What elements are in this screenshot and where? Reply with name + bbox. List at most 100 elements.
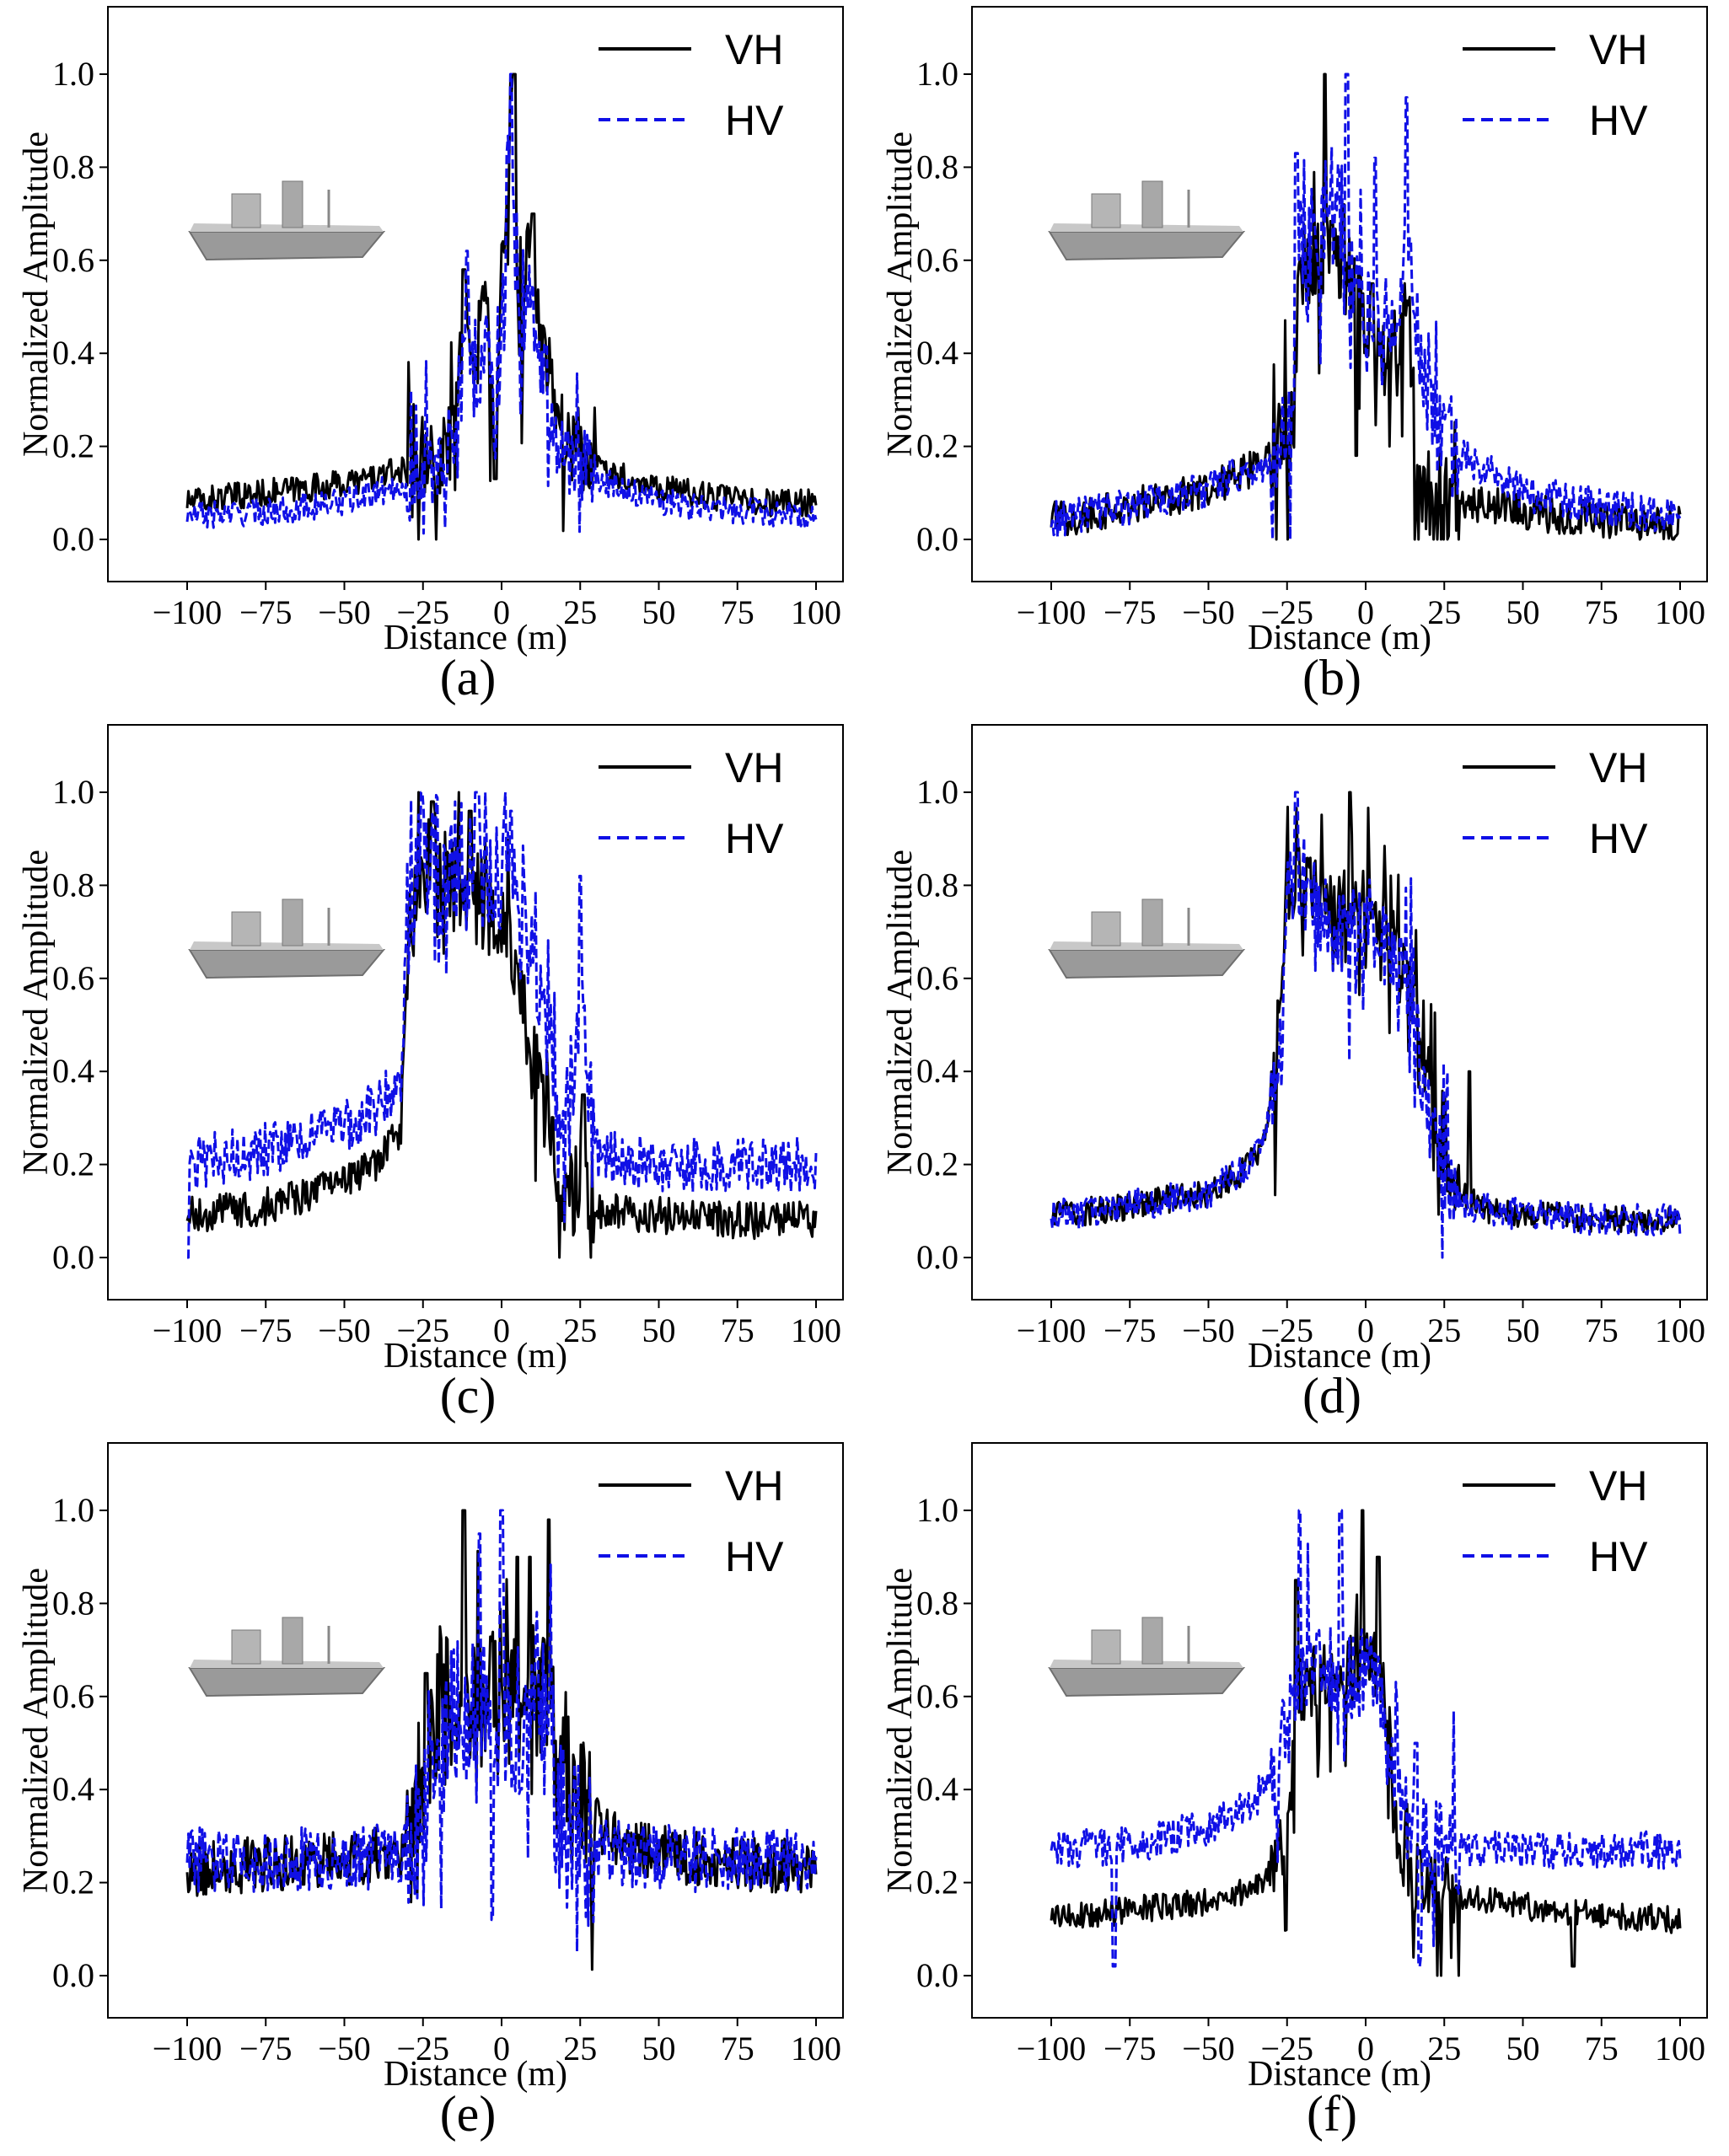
legend-label-vh: VH <box>725 744 783 791</box>
axes-frame <box>971 724 1708 1301</box>
x-tick-label: 25 <box>1427 2030 1461 2068</box>
legend-label-vh: VH <box>725 26 783 73</box>
series-line-hv <box>1050 1509 1682 1968</box>
y-tick-label: 0.0 <box>52 1956 94 1994</box>
x-tick-label: 50 <box>642 2030 676 2068</box>
x-tick-label: 50 <box>642 1311 676 1349</box>
panel-caption-b: (b) <box>1302 650 1361 705</box>
axes-frame <box>107 724 844 1301</box>
x-tick-label: 0 <box>493 1311 510 1349</box>
y-tick-label: 0.2 <box>916 1145 958 1183</box>
panel-caption-a: (a) <box>439 650 497 705</box>
y-tick-label: 0.6 <box>916 959 958 997</box>
y-tick-label: 0.0 <box>52 1238 94 1276</box>
barge-icon <box>188 1617 386 1697</box>
x-tick-label: 0 <box>1357 1311 1374 1349</box>
x-tick-label: 25 <box>1427 593 1461 631</box>
y-tick-label: 0.8 <box>52 866 94 904</box>
y-tick-label: 0.4 <box>916 334 958 372</box>
chart-svg-e: −100 −75 −50 −25 0 25 50 75 100 0.0 0.2 0.4 0.6 0.8 1.… <box>17 1442 844 2094</box>
y-tick-label: 0.0 <box>52 520 94 558</box>
x-tick-label: 75 <box>1585 2030 1619 2068</box>
chart-panel-e: −100 −75 −50 −25 0 25 50 75 100 0.0 0.2 0.4 0.6 0.8 1.… <box>0 1436 864 2154</box>
y-axis-title: Normalized Amplitude <box>17 850 56 1175</box>
x-tick-label: −100 <box>1017 2030 1087 2068</box>
legend-label-vh: VH <box>725 1462 783 1510</box>
x-tick-label: −25 <box>396 2030 449 2068</box>
series-line-hv <box>185 1509 818 1953</box>
y-tick-label: 0.8 <box>916 866 958 904</box>
x-tick-label: 100 <box>1655 1311 1705 1349</box>
chart-svg-d: −100 −75 −50 −25 0 25 50 75 100 0.0 0.2 0.4 0.6 0.8 1.… <box>881 724 1708 1376</box>
series-line-vh <box>185 791 818 1259</box>
y-axis-title: Normalized Amplitude <box>881 131 920 457</box>
x-tick-label: −50 <box>318 2030 371 2068</box>
y-tick-label: 0.6 <box>52 1677 94 1715</box>
x-tick-label: 100 <box>791 1311 841 1349</box>
y-tick-label: 1.0 <box>916 55 958 93</box>
y-tick-label: 0.2 <box>916 427 958 465</box>
chart-svg-b: −100 −75 −50 −25 0 25 50 75 100 0.0 0.2 0.4 0.6 0.8 1.… <box>881 6 1708 657</box>
y-tick-label: 0.2 <box>916 1864 958 1901</box>
x-tick-label: −100 <box>1017 593 1087 631</box>
frigate-icon <box>188 180 386 261</box>
x-tick-label: −25 <box>1260 1311 1313 1349</box>
x-axis-title: Distance (m) <box>384 619 567 657</box>
fishing-vessel-icon <box>188 898 386 979</box>
chart-panel-f: −100 −75 −50 −25 0 25 50 75 100 0.0 0.2 0.4 0.6 0.8 1.… <box>864 1436 1728 2154</box>
series-line-hv <box>1050 791 1682 1259</box>
x-tick-label: −50 <box>1182 2030 1235 2068</box>
chart-svg-a: −100 −75 −50 −25 0 25 50 75 100 0.0 0.2 0.4 0.6 0.8 1.… <box>17 6 844 657</box>
x-tick-label: 50 <box>642 593 676 631</box>
cargo-ship-icon <box>1048 898 1246 979</box>
y-axis-title: Normalized Amplitude <box>881 850 920 1175</box>
x-tick-label: 50 <box>1506 2030 1540 2068</box>
legend-label-hv: HV <box>725 1533 784 1580</box>
series-line-hv <box>1050 72 1682 541</box>
x-axis-title: Distance (m) <box>1248 1337 1431 1376</box>
offshore-vessel-icon <box>1048 1617 1246 1697</box>
y-tick-label: 1.0 <box>52 1491 94 1529</box>
series-line-hv <box>185 72 818 535</box>
x-tick-label: −50 <box>1182 593 1235 631</box>
x-tick-label: 25 <box>1427 1311 1461 1349</box>
series-line-vh <box>185 72 818 541</box>
axes-frame <box>107 1442 844 2019</box>
chart-panel-d: −100 −75 −50 −25 0 25 50 75 100 0.0 0.2 0.4 0.6 0.8 1.… <box>864 718 1728 1436</box>
x-tick-label: −100 <box>1017 1311 1087 1349</box>
x-tick-label: 25 <box>563 593 597 631</box>
legend-label-vh: VH <box>1589 26 1647 73</box>
legend-label-hv: HV <box>1589 1533 1648 1580</box>
chart-panel-a: −100 −75 −50 −25 0 25 50 75 100 0.0 0.2 0.4 0.6 0.8 1.… <box>0 0 864 718</box>
x-tick-label: 75 <box>721 1311 754 1349</box>
x-tick-label: 25 <box>563 2030 597 2068</box>
x-tick-label: −50 <box>318 1311 371 1349</box>
panel-caption-c: (c) <box>439 1368 497 1424</box>
series-line-vh <box>1050 1509 1682 1977</box>
x-tick-label: −75 <box>1103 1311 1157 1349</box>
x-tick-label: −100 <box>153 593 223 631</box>
x-tick-label: −75 <box>239 593 293 631</box>
panel-caption-e: (e) <box>439 2086 497 2142</box>
y-axis-title: Normalized Amplitude <box>17 131 56 457</box>
chart-panel-c: −100 −75 −50 −25 0 25 50 75 100 0.0 0.2 0.4 0.6 0.8 1.… <box>0 718 864 1436</box>
y-tick-label: 0.8 <box>52 1584 94 1622</box>
chart-svg-c: −100 −75 −50 −25 0 25 50 75 100 0.0 0.2 0.4 0.6 0.8 1.… <box>17 724 844 1376</box>
y-tick-label: 0.0 <box>916 1238 958 1276</box>
destroyer-icon <box>1048 180 1246 261</box>
x-tick-label: 75 <box>721 593 754 631</box>
x-tick-label: 50 <box>1506 1311 1540 1349</box>
y-tick-label: 0.6 <box>52 959 94 997</box>
x-tick-label: −100 <box>153 1311 223 1349</box>
y-tick-label: 0.0 <box>916 1956 958 1994</box>
y-tick-label: 0.4 <box>52 1052 94 1090</box>
y-tick-label: 0.0 <box>916 520 958 558</box>
x-axis-title: Distance (m) <box>384 2055 567 2094</box>
y-tick-label: 0.4 <box>916 1052 958 1090</box>
axes-frame <box>971 1442 1708 2019</box>
panel-caption-d: (d) <box>1302 1368 1361 1424</box>
y-tick-label: 1.0 <box>916 773 958 811</box>
x-tick-label: 100 <box>1655 593 1705 631</box>
y-axis-title: Normalized Amplitude <box>17 1568 56 1893</box>
x-tick-label: 25 <box>563 1311 597 1349</box>
